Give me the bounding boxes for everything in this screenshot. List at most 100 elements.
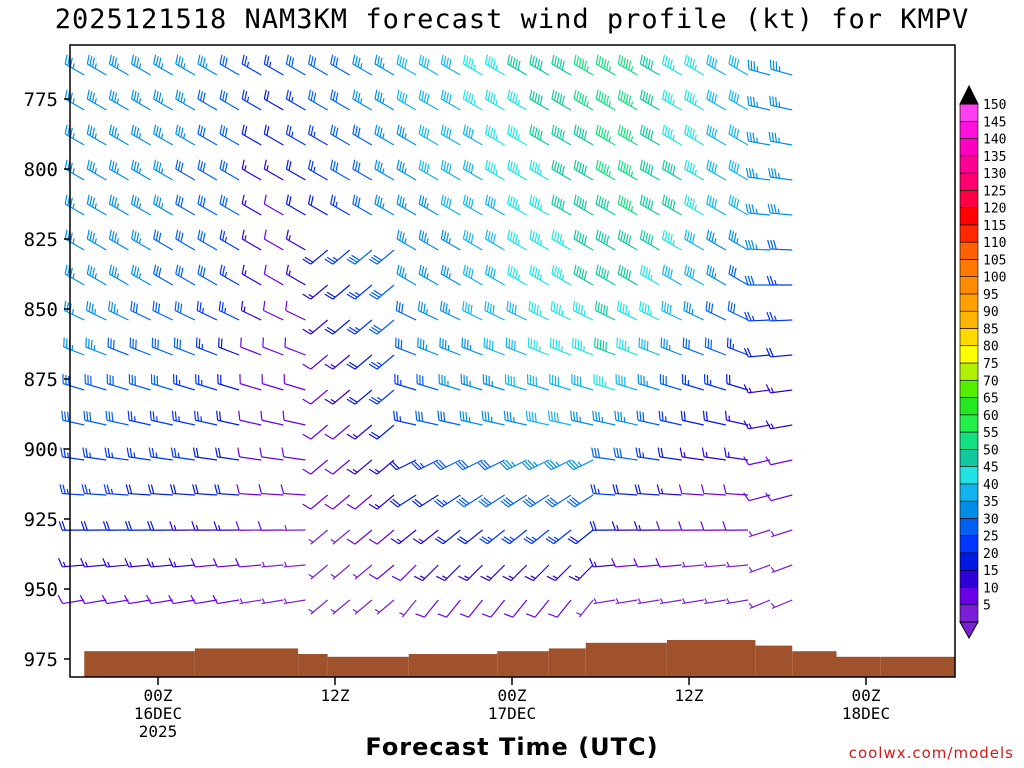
wind-barb	[462, 54, 483, 76]
barb-staff	[595, 133, 616, 146]
barb-feather	[111, 161, 115, 171]
barb-feather	[130, 411, 133, 421]
barb-feather	[689, 57, 693, 68]
barb-feather	[534, 232, 538, 243]
wind-barb	[219, 89, 240, 111]
barb-staff	[310, 354, 329, 370]
barb-feather	[603, 94, 607, 104]
barb-staff	[354, 529, 373, 545]
barb-feather	[86, 124, 90, 135]
barb-staff	[704, 419, 727, 426]
barb-half-feather	[442, 499, 448, 505]
barb-staff	[770, 319, 793, 322]
barb-feather	[401, 303, 404, 314]
barb-feather	[404, 94, 408, 104]
barb-feather	[130, 89, 135, 100]
barb-feather	[558, 304, 562, 315]
wind-barb	[507, 159, 528, 181]
colorbar-swatch	[959, 241, 979, 260]
barb-staff	[593, 492, 616, 496]
wind-barb	[86, 124, 107, 146]
barb-feather	[489, 303, 492, 314]
barb-feather	[512, 127, 516, 138]
barb-staff	[706, 98, 727, 111]
wind-barb	[261, 598, 284, 605]
barb-feather	[507, 159, 511, 170]
barb-feather	[678, 521, 683, 531]
barb-feather	[569, 498, 578, 506]
barb-feather	[708, 266, 712, 276]
barb-feather	[310, 126, 314, 136]
barb-feather	[437, 536, 446, 543]
barb-feather	[512, 232, 516, 243]
wind-barb	[684, 229, 705, 251]
barb-half-feather	[539, 310, 542, 316]
barb-feather	[598, 126, 602, 136]
barb-feather	[767, 203, 771, 214]
barb-feather	[368, 398, 378, 405]
barb-staff	[552, 494, 572, 508]
wind-barb	[197, 124, 218, 146]
wind-barb	[726, 598, 749, 605]
barb-staff	[531, 529, 550, 545]
barb-feather	[551, 124, 555, 135]
barb-feather	[512, 162, 516, 173]
wind-barb	[681, 561, 704, 568]
barb-staff	[283, 564, 306, 568]
wind-barb	[195, 374, 218, 391]
barb-feather	[619, 448, 623, 458]
barb-staff	[507, 98, 528, 111]
barb-feather	[487, 196, 491, 206]
wind-barb	[615, 374, 638, 391]
barb-feather	[537, 164, 541, 174]
wind-barb	[617, 124, 638, 146]
wind-barb	[633, 521, 660, 531]
barb-staff	[618, 98, 638, 111]
barb-staff	[463, 168, 483, 181]
wind-barb	[700, 521, 726, 531]
barb-feather	[395, 411, 399, 421]
barb-feather	[440, 264, 444, 275]
x-tick-label: 00Z	[144, 686, 173, 705]
barb-staff	[153, 133, 174, 146]
wind-barb	[368, 249, 395, 265]
barb-feather	[330, 89, 334, 100]
barb-staff	[376, 599, 395, 615]
barb-staff	[129, 419, 151, 426]
wind-barb	[190, 557, 218, 568]
barb-feather	[570, 536, 579, 543]
wind-barb	[395, 337, 417, 356]
wind-barb	[592, 410, 616, 426]
barb-staff	[153, 238, 174, 251]
barb-feather	[266, 56, 270, 66]
wind-barb	[396, 229, 417, 251]
barb-feather	[667, 232, 671, 243]
barb-feather	[64, 54, 68, 65]
barb-feather	[743, 347, 749, 358]
terrain-block	[84, 651, 195, 677]
credit-link[interactable]: coolwx.com/models	[848, 744, 1014, 762]
barb-feather	[611, 557, 617, 568]
barb-feather	[549, 459, 558, 468]
barb-feather	[464, 302, 468, 312]
barb-feather	[445, 267, 450, 278]
barb-feather	[202, 127, 206, 138]
barb-feather	[730, 196, 735, 206]
barb-feather	[426, 164, 430, 174]
barb-half-feather	[426, 273, 429, 279]
barb-feather	[175, 89, 179, 100]
colorbar-swatch	[959, 310, 979, 329]
barb-half-feather	[138, 63, 142, 69]
barb-feather	[544, 500, 553, 508]
barb-staff	[684, 98, 705, 111]
barb-half-feather	[426, 203, 429, 209]
barb-feather	[240, 300, 244, 311]
wind-barb	[285, 264, 306, 286]
barb-feather	[266, 91, 270, 101]
colorbar-arrow-bottom	[959, 621, 979, 640]
barb-staff	[131, 273, 151, 286]
barb-feather	[480, 575, 490, 582]
barb-staff	[483, 383, 505, 391]
barb-feather	[559, 94, 563, 104]
